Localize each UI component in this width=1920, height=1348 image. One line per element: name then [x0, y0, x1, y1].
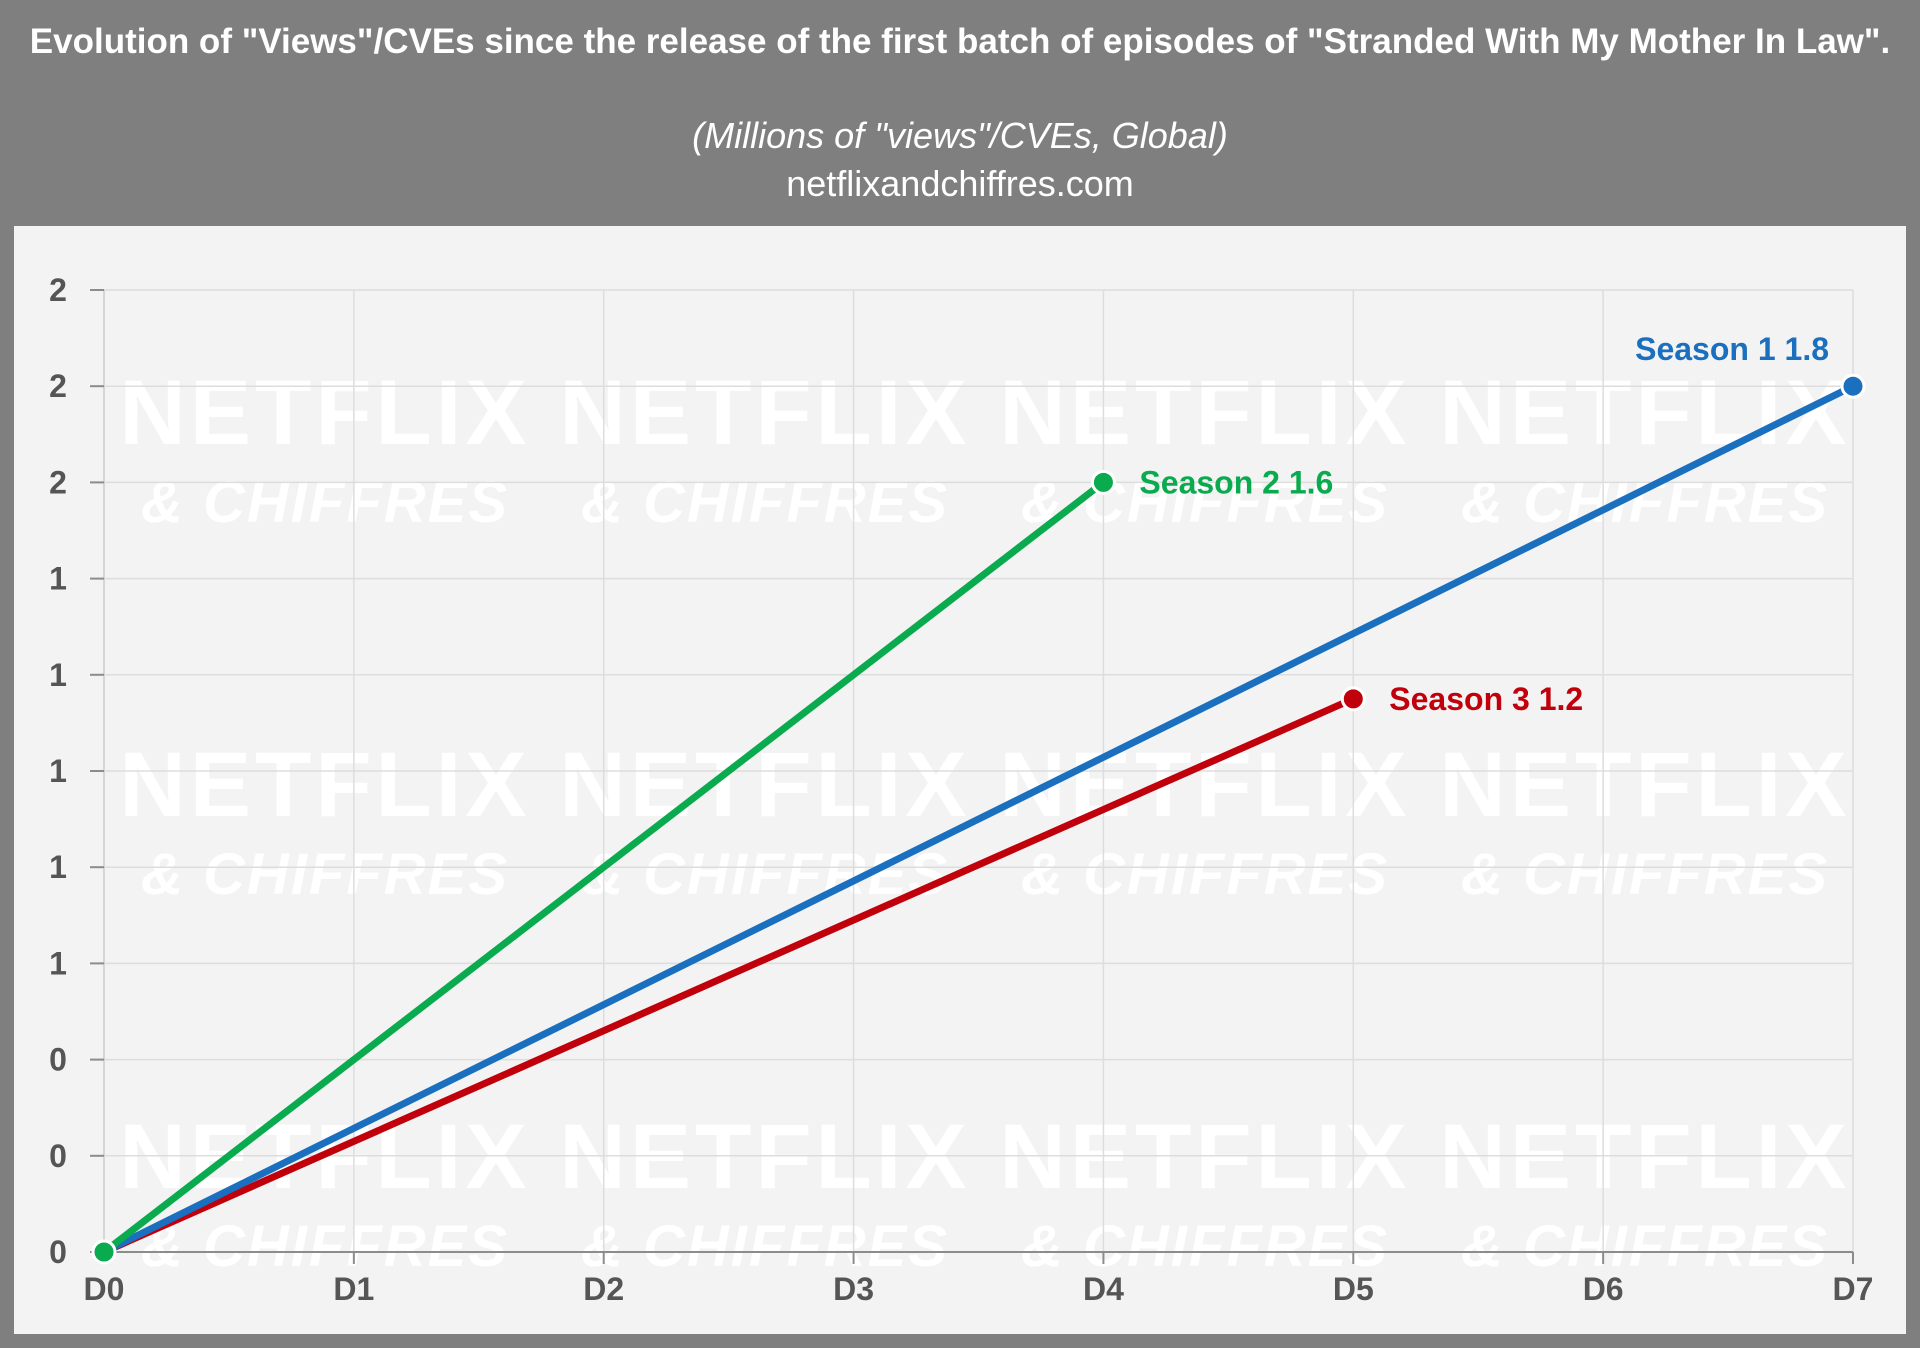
data-point-season-3: [1340, 686, 1366, 712]
data-label-season-1: Season 1 1.8: [1635, 331, 1829, 367]
data-point-season-1: [1840, 373, 1866, 399]
watermark-netflix-text: NETFLIX: [1439, 362, 1850, 464]
watermark-chiffres-text: & CHIFFRES: [141, 842, 509, 907]
y-tick-label: 0: [49, 1138, 67, 1174]
watermark-netflix-text: NETFLIX: [119, 362, 530, 464]
series-line-season-3: [100, 695, 1357, 1256]
axes: 0 0 0 1 1 1 1 1 2 2 2 D0 D1 D2 D3 D4 D5 D6 D7: [49, 272, 1873, 1307]
y-tick-label: 1: [49, 657, 67, 693]
watermark-netflix-text: NETFLIX: [559, 1106, 970, 1208]
y-tick-label: 0: [49, 1042, 67, 1078]
y-tick-label: 0: [49, 1234, 67, 1270]
y-tick-label: 2: [49, 368, 67, 404]
series-line-season-1: [100, 382, 1857, 1256]
watermark-chiffres-text: & CHIFFRES: [1461, 1214, 1829, 1279]
watermark-chiffres-text: & CHIFFRES: [581, 842, 949, 907]
series-line-season-2: [100, 478, 1107, 1256]
chart-source: netflixandchiffres.com: [786, 163, 1134, 204]
y-tick-label: 1: [49, 945, 67, 981]
watermark-chiffres-text: & CHIFFRES: [1461, 470, 1829, 535]
watermark-chiffres-text: & CHIFFRES: [1021, 842, 1389, 907]
label-layer: Season 1 1.8 Season 2 1.6 Season 3 1.2: [1139, 331, 1829, 717]
chart-subtitle: (Millions of "views"/CVEs, Global): [692, 115, 1228, 156]
x-tick-label: D2: [583, 1271, 624, 1307]
watermark-chiffres-text: & CHIFFRES: [581, 470, 949, 535]
y-tick-label: 2: [49, 464, 67, 500]
watermark-netflix-text: NETFLIX: [1439, 734, 1850, 836]
watermark-chiffres-text: & CHIFFRES: [1021, 1214, 1389, 1279]
x-tick-label: D4: [1083, 1271, 1124, 1307]
x-tick-label: D0: [84, 1271, 125, 1307]
x-tick-label: D6: [1583, 1271, 1624, 1307]
data-label-season-2: Season 2 1.6: [1139, 464, 1333, 500]
chart-panel: NETFLIX & CHIFFRES NETFLIX & CHIFFRES NETFLI…: [14, 226, 1906, 1334]
watermark-netflix-text: NETFLIX: [999, 1106, 1410, 1208]
watermark-chiffres-text: & CHIFFRES: [141, 470, 509, 535]
data-point-origin: [91, 1239, 117, 1265]
watermark-chiffres-text: & CHIFFRES: [1461, 842, 1829, 907]
watermark-netflix-text: NETFLIX: [119, 734, 530, 836]
y-tick-label: 2: [49, 272, 67, 308]
data-label-season-3: Season 3 1.2: [1389, 681, 1583, 717]
y-tick-label: 1: [49, 849, 67, 885]
watermark-chiffres-text: & CHIFFRES: [141, 1214, 509, 1279]
watermark-netflix-text: NETFLIX: [559, 362, 970, 464]
watermark-netflix-text: NETFLIX: [999, 734, 1410, 836]
series-layer: [91, 373, 1866, 1265]
chart-title: Evolution of "Views"/CVEs since the rele…: [29, 22, 1891, 61]
watermark-netflix-text: NETFLIX: [999, 362, 1410, 464]
y-tick-label: 1: [49, 753, 67, 789]
chart-header: Evolution of "Views"/CVEs since the rele…: [0, 0, 1920, 226]
x-tick-label: D5: [1333, 1271, 1374, 1307]
data-point-season-2: [1090, 469, 1116, 495]
watermark-netflix-text: NETFLIX: [1439, 1106, 1850, 1208]
y-tick-label: 1: [49, 561, 67, 597]
watermark-chiffres-text: & CHIFFRES: [581, 1214, 949, 1279]
watermark-netflix-text: NETFLIX: [559, 734, 970, 836]
x-tick-label: D3: [833, 1271, 874, 1307]
x-tick-label: D7: [1833, 1271, 1874, 1307]
x-tick-label: D1: [333, 1271, 374, 1307]
